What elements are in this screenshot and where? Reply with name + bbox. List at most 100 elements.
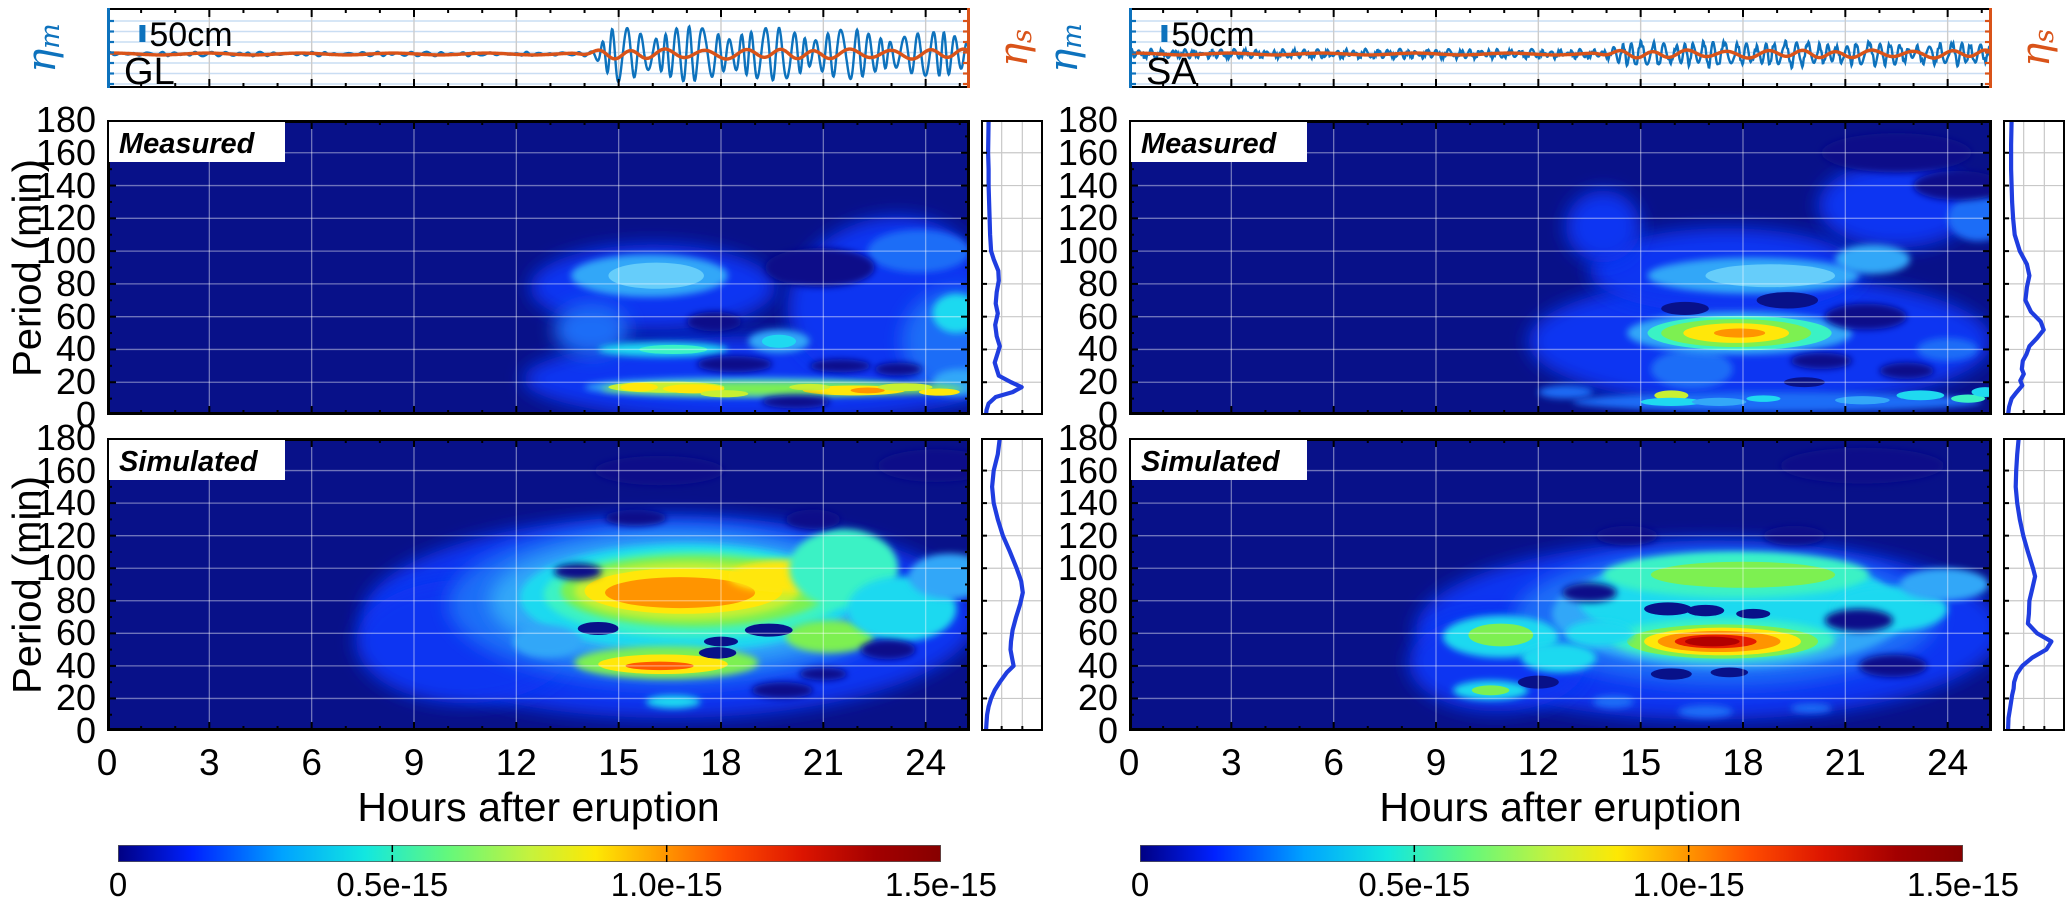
y-tick-label: 40 <box>55 328 96 370</box>
spectrogram-border <box>107 438 970 731</box>
side-border <box>2003 120 2065 415</box>
y-tick-label: 180 <box>1057 99 1118 140</box>
spectrogram-border <box>1129 120 1992 415</box>
y-tick-label: 0 <box>1097 394 1118 435</box>
y-tick-label: 180 <box>35 99 96 140</box>
colorbar-tick-label: 1.0e-15 <box>1632 866 1745 903</box>
y-tick-label: 0 <box>1097 710 1118 751</box>
colorbar-ticks <box>391 845 668 862</box>
spectrogram-measured-sa: Measured <box>1129 120 1992 415</box>
x-axis-title: Hours after eruption <box>1379 784 1742 830</box>
side-border <box>981 438 1043 731</box>
x-tick-label: 3 <box>199 742 220 783</box>
y-tick-label: 180 <box>1057 417 1118 458</box>
y-tick-label: 20 <box>1077 361 1118 403</box>
spectrogram-border <box>1129 438 1992 731</box>
y-tick-label: 140 <box>35 482 96 524</box>
panel-label-box <box>1131 122 1307 162</box>
x-tick-label: 3 <box>1221 742 1242 783</box>
timeseries-hgrid <box>107 20 970 85</box>
x-tick-label: 6 <box>301 742 322 783</box>
colorbar-tick-label: 0 <box>108 866 128 903</box>
x-tick-label: 15 <box>598 742 640 783</box>
colorbar-tick-label: 1.0e-15 <box>610 866 723 903</box>
side-spectrum-curve <box>983 438 1025 731</box>
y-tick-label: 140 <box>1057 482 1118 524</box>
scale-bar <box>1161 25 1168 42</box>
y-tick-label: 160 <box>35 449 96 491</box>
eta-subscript: s <box>2029 29 2061 43</box>
x-tick-label: 12 <box>495 742 537 783</box>
x-tick-label: 0 <box>96 742 118 783</box>
panel-label-box <box>109 440 285 480</box>
panel-label: Measured <box>1141 128 1278 160</box>
colorbar <box>1140 845 1963 862</box>
spectrogram-blobs <box>523 216 970 415</box>
side-spectrum-measured-sa <box>2003 120 2065 415</box>
side-border <box>981 120 1043 415</box>
period-axis-title: Period (min) <box>5 475 50 694</box>
side-spectrum-curve <box>2005 438 2054 731</box>
eta-symbol: η <box>18 48 65 73</box>
y-tick-label: 20 <box>55 677 96 719</box>
timeseries-bg <box>1129 8 1992 88</box>
y-tick-label: 80 <box>1077 579 1118 621</box>
spectrogram-blobs <box>1408 447 1992 720</box>
scale-bar-label: 50cm <box>149 16 232 54</box>
station-group-sa: 50cm SA Measured Simulated 180 160 140 120 100 80… <box>1022 0 2067 904</box>
timeseries-bg <box>107 8 970 88</box>
side-spectrum-curve <box>2005 120 2046 415</box>
x-tick-label: 12 <box>1517 742 1559 783</box>
y-tick-label: 80 <box>55 262 96 304</box>
simulated-trace <box>107 47 970 61</box>
spectrogram-grid <box>107 120 970 415</box>
y-tick-label: 100 <box>1057 547 1118 589</box>
y-tick-label: 120 <box>35 514 96 556</box>
y-tick-label: 40 <box>1077 644 1118 686</box>
panel-label: Simulated <box>1141 446 1281 478</box>
y-tick-label: 40 <box>1077 328 1118 370</box>
station-group-gl: 50cm GL Measured Simulated 180 160 140 120 100 80… <box>5 8 1043 903</box>
colorbar-tick-label: 0.5e-15 <box>1358 866 1471 903</box>
y-tick-label: 60 <box>55 612 96 654</box>
y-tick-label: 160 <box>35 131 96 173</box>
x-tick-label: 6 <box>1323 742 1344 783</box>
panel-label: Measured <box>119 128 256 160</box>
eta-simulated-label: ηs <box>2013 29 2061 67</box>
y-tick-label: 0 <box>75 710 96 751</box>
colorbar <box>118 845 941 862</box>
y-tick-label: 80 <box>55 579 96 621</box>
x-tick-label: 15 <box>1620 742 1662 783</box>
side-spectrum-simulated-sa <box>2003 438 2065 731</box>
y-tick-label: 0 <box>75 394 96 435</box>
eta-subscript: m <box>1057 23 1089 49</box>
y-tick-label: 120 <box>1057 197 1118 239</box>
y-tick-label: 100 <box>35 230 96 272</box>
eta-measured-label: ηm <box>1041 23 1089 73</box>
y-tick-label: 60 <box>1077 295 1118 337</box>
y-tick-label: 160 <box>1057 449 1118 491</box>
y-tick-label: 60 <box>1077 612 1118 654</box>
station-label: GL <box>124 51 175 88</box>
spectrogram-grid <box>1129 438 1992 731</box>
y-tick-label: 120 <box>1057 514 1118 556</box>
simulated-trace <box>1129 48 1992 60</box>
x-tick-label: 9 <box>403 742 425 783</box>
y-tick-label: 60 <box>55 295 96 337</box>
colorbar-gradient <box>118 845 941 862</box>
side-spectrum-simulated-gl <box>981 438 1043 731</box>
side-bg <box>2003 120 2065 415</box>
y-tick-label: 120 <box>35 197 96 239</box>
spectrogram-grid <box>107 438 970 731</box>
colorbar-ticks <box>1413 845 1690 862</box>
x-tick-label: 18 <box>1722 742 1764 783</box>
timeseries-left-ticks <box>107 19 114 86</box>
colorbar-tick-label: 1.5e-15 <box>885 866 997 903</box>
y-tick-label: 100 <box>1057 230 1118 272</box>
y-tick-label: 100 <box>35 547 96 589</box>
station-label: SA <box>1146 51 1197 88</box>
scale-bar <box>139 25 146 42</box>
side-spectrum-curve <box>983 120 1024 415</box>
